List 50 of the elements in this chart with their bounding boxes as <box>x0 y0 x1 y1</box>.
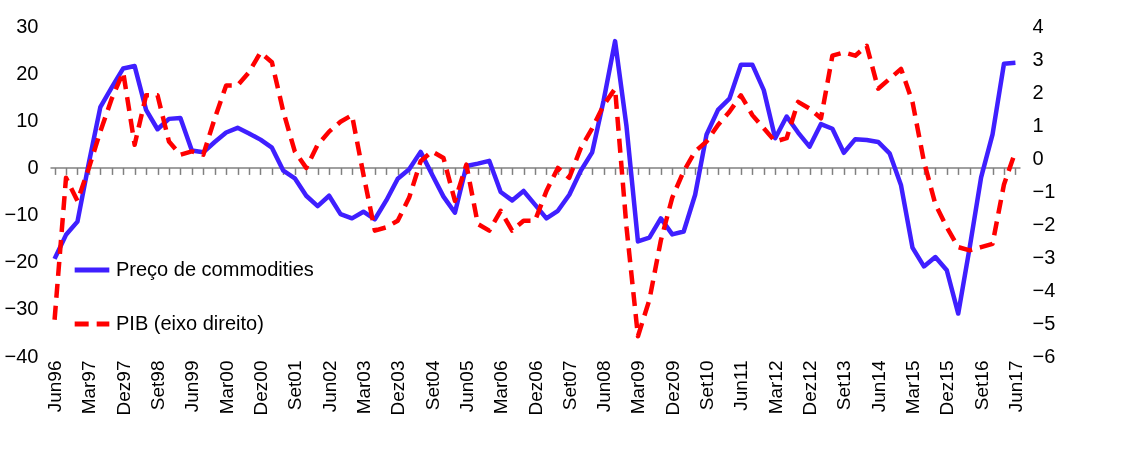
x-tick-label: Dez97 <box>112 360 134 416</box>
y-tick-label: 10 <box>16 108 39 131</box>
y-tick-label: 20 <box>16 61 39 84</box>
x-tick-label: Set07 <box>558 360 580 411</box>
y-tick-label: −20 <box>4 250 39 273</box>
y-tick-label: −10 <box>4 203 39 226</box>
x-tick-label: Dez06 <box>524 360 546 416</box>
x-tick-label: Set13 <box>833 360 855 411</box>
x-tick-label: Set98 <box>147 360 169 411</box>
x-tick-label: Jun17 <box>1004 360 1026 413</box>
y-tick-label: −30 <box>4 297 39 320</box>
x-tick-label: Mar03 <box>352 360 374 415</box>
x-tick-label: Set01 <box>284 360 306 411</box>
y2-tick-label: −6 <box>1032 344 1056 367</box>
x-tick-label: Dez03 <box>387 360 409 416</box>
x-tick-label: Dez15 <box>936 360 958 416</box>
y2-tick-label: 4 <box>1032 14 1044 37</box>
x-tick-label: Jun11 <box>730 360 752 411</box>
y2-tick-label: −1 <box>1032 179 1056 202</box>
x-tick-label: Jun96 <box>44 360 66 413</box>
x-tick-label: Jun14 <box>867 360 889 413</box>
y-tick-label: 0 <box>27 155 39 178</box>
y2-tick-label: −4 <box>1032 278 1056 301</box>
x-tick-label: Mar09 <box>627 360 649 415</box>
x-tick-label: Jun99 <box>181 360 203 413</box>
y2-tick-label: 3 <box>1032 47 1044 70</box>
x-tick-label: Mar15 <box>901 360 923 415</box>
y2-tick-label: −3 <box>1032 245 1056 268</box>
x-tick-label: Set04 <box>421 360 443 411</box>
x-tick-label: Jun05 <box>455 360 477 413</box>
x-tick-label: Jun08 <box>593 360 615 413</box>
x-tick-label: Mar06 <box>490 360 512 415</box>
x-tick-label: Mar00 <box>215 360 237 415</box>
y-tick-label: 30 <box>16 14 39 37</box>
y2-tick-label: −5 <box>1032 311 1056 334</box>
x-tick-label: Dez00 <box>249 360 271 416</box>
y2-tick-label: 2 <box>1032 80 1044 103</box>
y2-tick-label: −2 <box>1032 212 1056 235</box>
x-tick-label: Set10 <box>696 360 718 411</box>
y2-tick-label: 0 <box>1032 146 1044 169</box>
y-tick-label: −40 <box>4 344 39 367</box>
x-tick-label: Mar97 <box>78 360 100 415</box>
y2-tick-label: 1 <box>1032 113 1044 136</box>
x-tick-label: Mar12 <box>764 360 786 415</box>
x-tick-label: Dez09 <box>661 360 683 416</box>
x-tick-label: Set16 <box>970 360 992 411</box>
legend-label: PIB (eixo direito) <box>116 312 264 334</box>
legend-label: Preço de commodities <box>116 258 314 280</box>
x-tick-label: Dez12 <box>799 360 821 416</box>
x-tick-label: Jun02 <box>318 360 340 413</box>
